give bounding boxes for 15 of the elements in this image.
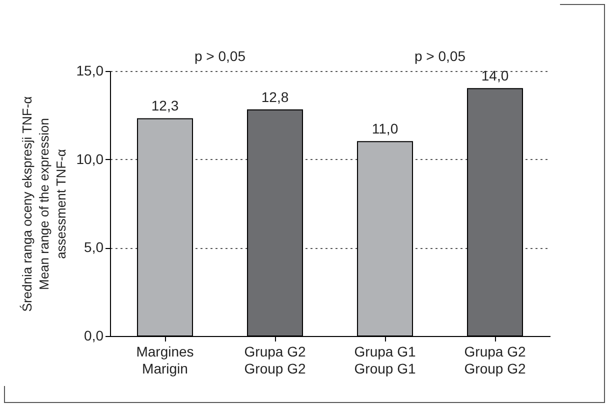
y-axis-title: Średnia ranga oceny ekspresji TNF-α Mean range of the expression assessment TNF-α <box>19 96 68 312</box>
y-tick-label: 0,0 <box>84 328 104 344</box>
data-label: 12,8 <box>261 88 289 105</box>
y-tick-label: 5,0 <box>84 239 104 256</box>
x-tick-label: Margines Marigin <box>136 344 194 376</box>
x-tick-label: Grupa G1 Group G1 <box>354 344 416 376</box>
x-tick-label: Grupa G2 Group G2 <box>464 344 526 376</box>
data-label: 12,3 <box>151 98 179 114</box>
data-label: 11,0 <box>372 120 398 137</box>
text: p > 0,05 <box>414 48 466 64</box>
y-tick-label: 15,0 <box>76 62 104 78</box>
text: p > 0,05 <box>194 48 246 64</box>
y-tick-label: 10,0 <box>76 150 104 167</box>
x-tick-label: Grupa G2 Group G2 <box>244 344 306 376</box>
data-label: 14,0 <box>481 68 509 84</box>
